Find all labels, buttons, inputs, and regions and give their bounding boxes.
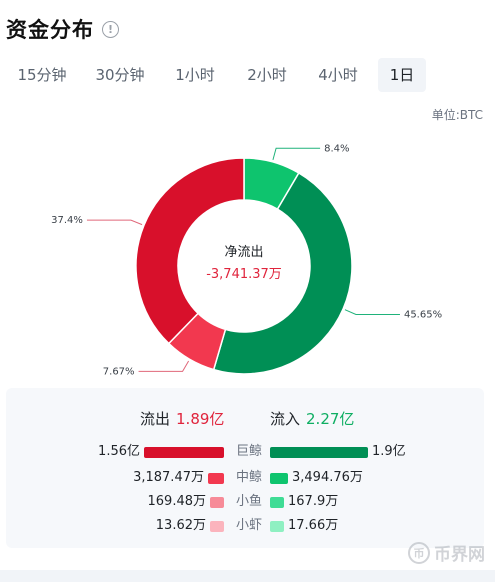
slice-percent-label: 37.4%: [51, 215, 83, 226]
info-icon[interactable]: !: [102, 20, 119, 38]
inflow-amount: 1.9亿: [372, 444, 406, 459]
leader-line: [138, 360, 190, 372]
inflow-label: 流入: [270, 410, 301, 428]
tab-2h[interactable]: 2小时: [247, 66, 287, 84]
leader-line: [272, 147, 321, 161]
tab-4h[interactable]: 4小时: [318, 66, 358, 84]
flow-row: 3,187.47万 中鲸 3,494.76万: [6, 468, 484, 488]
outflow-amount: 169.48万: [147, 494, 207, 509]
center-value: -3,741.37万: [206, 267, 282, 282]
inflow-bar: [270, 447, 368, 458]
outflow-amount: 1.56亿: [98, 444, 140, 459]
flow-row: 1.56亿 巨鲸 1.9亿: [6, 442, 484, 462]
inflow-amount: 3,494.76万: [292, 470, 363, 485]
outflow-amount: 13.62万: [155, 518, 206, 533]
section-header: 资金分布 !: [6, 14, 119, 44]
inflow-amount: 17.66万: [288, 518, 339, 533]
inflow-bar: [270, 521, 284, 532]
outflow-value: 1.89亿: [176, 410, 225, 428]
leader-line: [86, 219, 143, 226]
inflow-value: 2.27亿: [306, 410, 355, 428]
page-title: 资金分布: [6, 18, 94, 42]
bijie-logo-icon: 币: [408, 541, 430, 564]
watermark-text: 币界网: [434, 545, 485, 565]
donut-slice[interactable]: [135, 157, 245, 345]
slice-percent-label: 45.65%: [404, 309, 442, 320]
outflow-bar: [144, 447, 224, 458]
inflow-bar: [270, 473, 288, 484]
flow-row: 169.48万 小鱼 167.9万: [6, 492, 484, 512]
fund-distribution-donut-chart: 8.4% 45.65% 7.67% 37.4% 净流出 -3,741.37万: [51, 143, 442, 377]
tab-1d[interactable]: 1日: [378, 58, 426, 92]
outflow-total: 流出 1.89亿: [140, 408, 224, 429]
donut-slice[interactable]: [212, 171, 353, 375]
inflow-total: 流入 2.27亿: [270, 408, 354, 429]
tab-1h[interactable]: 1小时: [175, 66, 215, 84]
inflow-amount: 167.9万: [288, 494, 339, 509]
tab-15m[interactable]: 15分钟: [17, 66, 67, 84]
slice-percent-label: 8.4%: [324, 143, 349, 154]
flow-summary-card: 流出 1.89亿 流入 2.27亿 1.56亿 巨鲸 1.9亿 3,187.47万 中鲸 3,…: [6, 388, 484, 548]
category-label: 小鱼: [235, 494, 262, 509]
outflow-amount: 3,187.47万: [133, 470, 204, 485]
timeframe-tabs: 15分钟 30分钟 1小时 2小时 4小时 1日: [0, 58, 495, 92]
flow-row: 13.62万 小虾 17.66万: [6, 516, 484, 536]
category-label: 小虾: [235, 518, 262, 533]
outflow-bar: [208, 473, 224, 484]
category-label: 巨鲸: [235, 444, 262, 459]
watermark: 币 币界网: [408, 540, 485, 565]
slice-percent-label: 7.67%: [103, 366, 135, 377]
tab-30m[interactable]: 30分钟: [95, 66, 145, 84]
unit-label: 单位:BTC: [431, 108, 483, 122]
inflow-bar: [270, 497, 284, 508]
bottom-strip: [0, 570, 495, 582]
center-label: 净流出: [224, 245, 263, 260]
outflow-bar: [210, 521, 224, 532]
outflow-label: 流出: [140, 410, 171, 428]
outflow-bar: [210, 497, 224, 508]
category-label: 中鲸: [235, 470, 262, 485]
leader-line: [344, 309, 400, 315]
